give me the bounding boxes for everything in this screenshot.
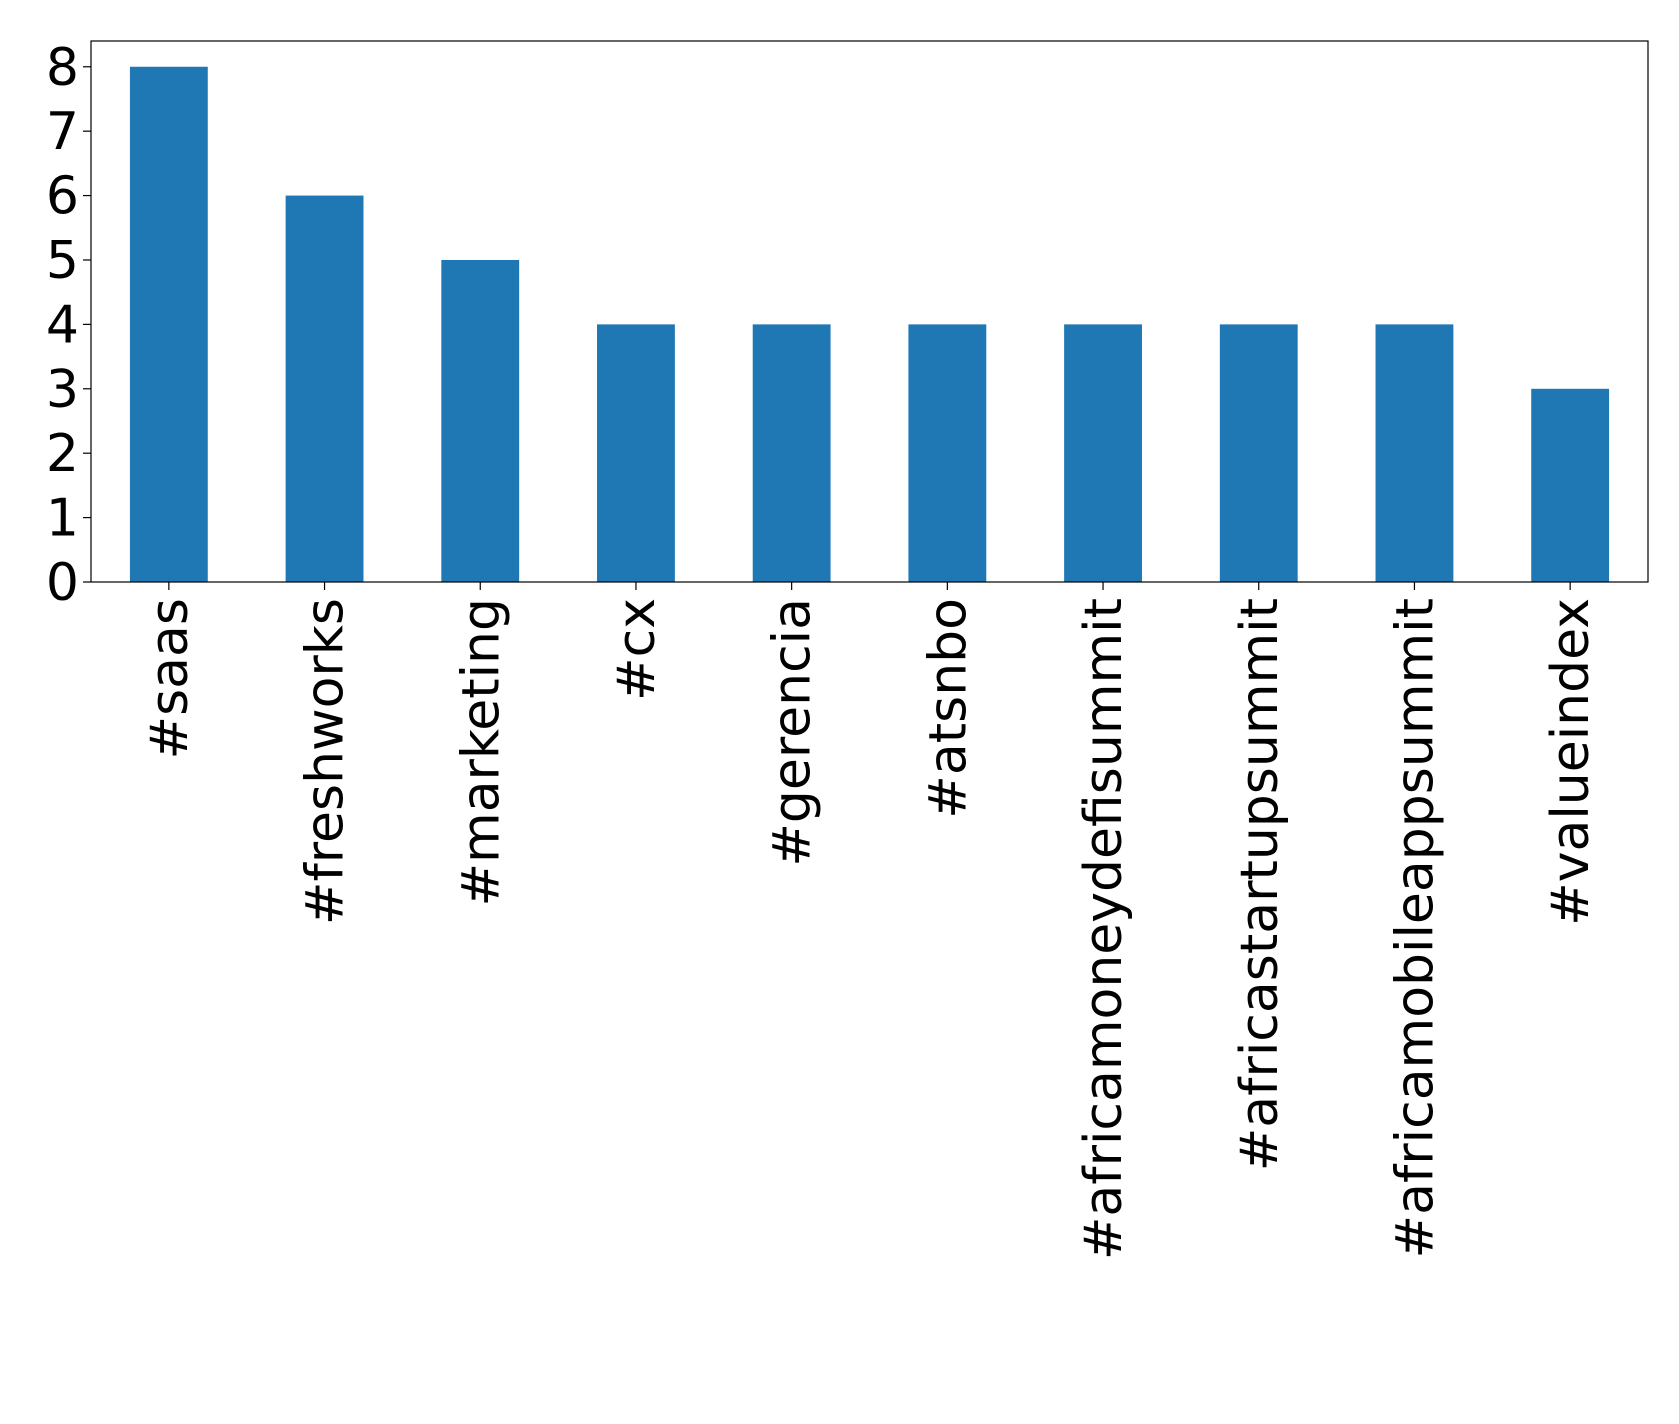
x-tick-label: #africamobileappsummit (1385, 598, 1445, 1258)
y-tick-label: 5 (46, 231, 79, 291)
bar (1219, 324, 1298, 582)
y-tick-label: 4 (46, 295, 79, 355)
x-tick-label: #marketing (451, 598, 511, 907)
y-tick-label: 6 (46, 167, 79, 227)
y-tick-label: 3 (46, 360, 79, 420)
x-tick-label: #valueindex (1541, 598, 1601, 926)
x-tick-label: #freshworks (296, 598, 356, 925)
x-tick-label: #gerencia (763, 598, 823, 867)
bar (752, 324, 831, 582)
bar (908, 324, 987, 582)
x-tick-label: #atsnbo (918, 598, 978, 819)
x-tick-label: #cx (607, 598, 667, 701)
y-tick-label: 7 (46, 102, 79, 162)
x-tick-label: #saas (140, 598, 200, 759)
bar (1531, 388, 1610, 582)
bar (1375, 324, 1454, 582)
bar (285, 195, 364, 583)
bar (597, 324, 675, 582)
x-tick-label: #africamoneydefisummit (1074, 598, 1134, 1260)
bar (1064, 324, 1142, 582)
y-tick-label: 1 (46, 489, 79, 549)
x-tick-label: #africastartupsummit (1230, 598, 1290, 1171)
y-tick-label: 0 (46, 553, 79, 613)
axes-frame (90, 40, 1649, 583)
bar (129, 66, 208, 582)
bar (441, 259, 520, 582)
y-tick-label: 2 (46, 424, 79, 484)
y-tick-label: 8 (46, 38, 79, 98)
